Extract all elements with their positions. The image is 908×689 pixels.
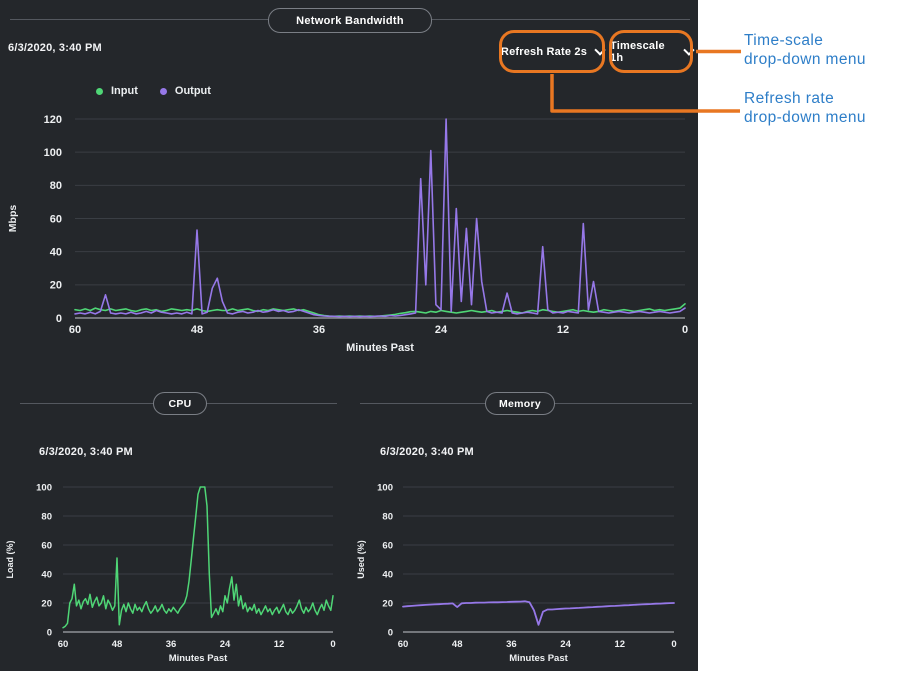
x-tick-label: 60 xyxy=(69,324,81,336)
legend-input-label: Input xyxy=(111,85,138,97)
timescale-annotation-line1: Time-scale xyxy=(744,32,824,49)
timescale-dropdown[interactable]: Timescale 1h xyxy=(610,31,695,73)
x-tick-label: 36 xyxy=(313,324,325,336)
refresh-annotation: Refresh rate drop-down menu xyxy=(744,89,866,127)
y-tick-label: 80 xyxy=(382,511,393,522)
y-tick-label: 20 xyxy=(50,280,62,292)
y-axis-title: Mbps xyxy=(7,205,19,233)
x-tick-label: 48 xyxy=(112,639,123,650)
x-tick-label: 12 xyxy=(274,639,285,650)
y-tick-label: 60 xyxy=(41,540,52,551)
series-load-line xyxy=(62,486,334,629)
y-tick-label: 0 xyxy=(56,313,62,325)
memory-chart-title: Memory xyxy=(498,397,542,410)
network-chart-title-pill: Network Bandwidth xyxy=(268,8,432,33)
y-tick-label: 0 xyxy=(388,627,393,638)
y-tick-label: 40 xyxy=(50,247,62,259)
x-axis-title: Minutes Past xyxy=(509,653,568,664)
y-tick-label: 80 xyxy=(50,180,62,192)
x-tick-label: 60 xyxy=(398,639,409,650)
y-tick-label: 60 xyxy=(382,540,393,551)
x-tick-label: 36 xyxy=(166,639,177,650)
refresh-annotation-line1: Refresh rate xyxy=(744,90,835,107)
legend-item-input: Input xyxy=(96,85,138,97)
series-input-line xyxy=(74,303,686,318)
memory-timestamp: 6/3/2020, 3:40 PM xyxy=(380,446,474,458)
memory-chart-title-pill: Memory xyxy=(485,392,555,415)
x-tick-label: 24 xyxy=(220,639,231,650)
series-output-line xyxy=(74,118,686,318)
chevron-down-icon xyxy=(594,44,606,56)
y-tick-label: 40 xyxy=(41,569,52,580)
x-tick-label: 0 xyxy=(682,324,688,336)
legend-output-label: Output xyxy=(174,85,211,97)
x-tick-label: 0 xyxy=(330,639,335,650)
refresh-rate-dropdown-label: Refresh Rate 2s xyxy=(500,46,588,58)
x-axis-title: Minutes Past xyxy=(169,653,228,664)
x-tick-label: 12 xyxy=(615,639,626,650)
x-axis-title: Minutes Past xyxy=(346,342,414,354)
series-used-line xyxy=(402,600,675,626)
timescale-annotation: Time-scale drop-down menu xyxy=(744,31,866,69)
cpu-chart-title-pill: CPU xyxy=(153,392,207,415)
x-tick-label: 60 xyxy=(58,639,69,650)
chevron-down-icon xyxy=(683,44,695,56)
x-tick-label: 48 xyxy=(191,324,203,336)
network-timestamp: 6/3/2020, 3:40 PM xyxy=(8,42,102,54)
y-tick-label: 120 xyxy=(44,114,62,126)
refresh-rate-dropdown[interactable]: Refresh Rate 2s xyxy=(500,31,606,73)
y-tick-label: 20 xyxy=(41,598,52,609)
network-legend: Input Output xyxy=(96,85,233,97)
y-tick-label: 20 xyxy=(382,598,393,609)
y-tick-label: 0 xyxy=(47,627,52,638)
y-tick-label: 40 xyxy=(382,569,393,580)
y-tick-label: 100 xyxy=(36,482,52,493)
network-chart-title: Network Bandwidth xyxy=(296,14,404,27)
y-tick-label: 100 xyxy=(377,482,393,493)
x-tick-label: 12 xyxy=(557,324,569,336)
timescale-dropdown-label: Timescale 1h xyxy=(610,40,665,64)
cpu-load-chart: 0 20 40 60 80 100 60 48 36 24 12 0 Minutes Past Load … xyxy=(5,482,336,664)
x-tick-label: 48 xyxy=(452,639,463,650)
memory-used-chart: 0 20 40 60 80 100 60 48 36 24 12 0 Minutes Past Used … xyxy=(356,482,677,664)
y-axis-title: Load (%) xyxy=(5,541,15,579)
y-tick-label: 60 xyxy=(50,213,62,225)
y-tick-label: 100 xyxy=(44,147,62,159)
x-tick-label: 24 xyxy=(435,324,448,336)
input-color-dot-icon xyxy=(96,87,103,95)
y-axis-title: Used (%) xyxy=(356,540,366,579)
dashboard-panel: Network Bandwidth 6/3/2020, 3:40 PM Refr… xyxy=(0,0,698,671)
cpu-timestamp: 6/3/2020, 3:40 PM xyxy=(39,446,133,458)
x-tick-label: 36 xyxy=(506,639,517,650)
y-tick-label: 80 xyxy=(41,511,52,522)
legend-item-output: Output xyxy=(159,85,211,97)
refresh-annotation-line2: drop-down menu xyxy=(744,109,866,126)
timescale-annotation-line2: drop-down menu xyxy=(744,51,866,68)
x-tick-label: 24 xyxy=(560,639,571,650)
output-color-dot-icon xyxy=(159,87,167,95)
x-tick-label: 0 xyxy=(671,639,676,650)
cpu-chart-title: CPU xyxy=(168,397,192,410)
